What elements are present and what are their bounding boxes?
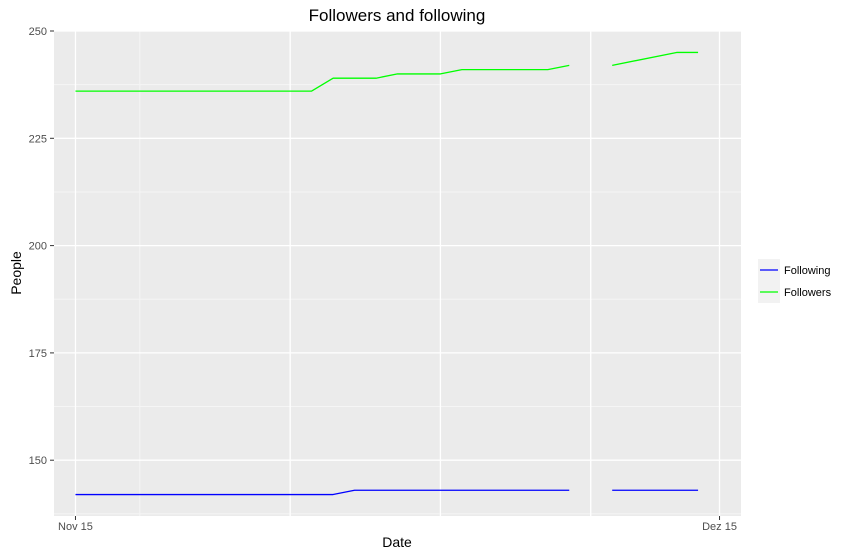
plot-panel — [54, 31, 741, 516]
y-tick-label: 175 — [29, 348, 47, 360]
x-tick-label: Nov 15 — [58, 521, 93, 533]
grid-lines — [54, 30, 741, 516]
followers-series-line — [75, 64, 570, 92]
legend: Following Followers — [758, 259, 832, 303]
following-series-line — [75, 489, 570, 496]
y-tick-label: 250 — [29, 26, 47, 38]
y-tick-label: 200 — [29, 241, 47, 253]
followers-series-line — [612, 51, 699, 66]
x-axis-title: Date — [382, 534, 412, 550]
following-legend-label: Following — [784, 265, 830, 277]
x-tick-label: Dez 15 — [702, 521, 737, 533]
y-tick-label: 225 — [29, 133, 47, 145]
followers-legend-label: Followers — [784, 287, 832, 299]
y-axis-title: People — [8, 251, 24, 295]
series-lines — [75, 51, 699, 496]
chart-title: Followers and following — [309, 6, 486, 25]
y-tick-label: 150 — [29, 455, 47, 467]
axes: 150 175 200 225 250 Nov 15 Dez 15 — [29, 26, 737, 533]
